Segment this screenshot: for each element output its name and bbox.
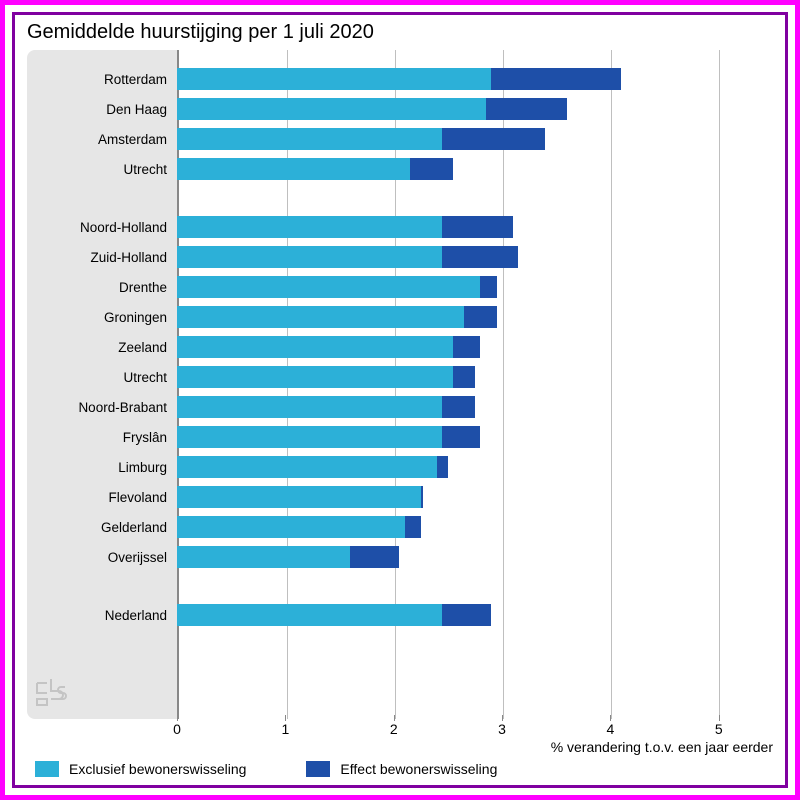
inner-frame: Gemiddelde huurstijging per 1 juli 2020 … <box>12 12 788 788</box>
bar-group <box>177 600 773 630</box>
bar-group <box>177 64 773 184</box>
bar-segment-excl <box>177 396 442 418</box>
bar-segment-effect <box>442 426 480 448</box>
x-tick-label: 2 <box>390 721 398 737</box>
bar-row <box>177 212 773 242</box>
bar-row <box>177 392 773 422</box>
bar-segment-excl <box>177 98 486 120</box>
category-label: Groningen <box>27 302 177 332</box>
bar-segment-excl <box>177 516 405 538</box>
bar-row <box>177 272 773 302</box>
bar-row <box>177 452 773 482</box>
bar-segment-effect <box>405 516 421 538</box>
bar-segment-excl <box>177 456 437 478</box>
bar-segment-excl <box>177 366 453 388</box>
bar-segment-effect <box>442 128 545 150</box>
x-tick-label: 3 <box>498 721 506 737</box>
bar-row <box>177 242 773 272</box>
category-label: Drenthe <box>27 272 177 302</box>
bar-segment-effect <box>486 98 567 120</box>
bar-segment-effect <box>464 306 497 328</box>
category-label: Nederland <box>27 600 177 630</box>
bar-segment-excl <box>177 276 480 298</box>
bar-segment-effect <box>350 546 399 568</box>
category-label: Utrecht <box>27 362 177 392</box>
category-label: Rotterdam <box>27 64 177 94</box>
category-label: Utrecht <box>27 154 177 184</box>
bar-row <box>177 482 773 512</box>
bar-row <box>177 542 773 572</box>
bar-segment-effect <box>480 276 496 298</box>
category-label: Zeeland <box>27 332 177 362</box>
bar-segment-excl <box>177 128 442 150</box>
bar-row <box>177 124 773 154</box>
bar-segment-effect <box>442 216 512 238</box>
legend-swatch <box>306 761 330 777</box>
x-axis: % verandering t.o.v. een jaar eerder 012… <box>177 719 773 755</box>
bar-segment-excl <box>177 306 464 328</box>
bar-segment-effect <box>491 68 621 90</box>
category-label: Noord-Brabant <box>27 392 177 422</box>
legend-label: Effect bewonerswisseling <box>340 761 497 777</box>
category-label: Overijssel <box>27 542 177 572</box>
category-label: Fryslân <box>27 422 177 452</box>
bar-segment-effect <box>453 366 475 388</box>
bar-row <box>177 600 773 630</box>
category-label: Flevoland <box>27 482 177 512</box>
x-axis-label: % verandering t.o.v. een jaar eerder <box>551 739 773 755</box>
category-label: Amsterdam <box>27 124 177 154</box>
bar-segment-excl <box>177 336 453 358</box>
label-group: RotterdamDen HaagAmsterdamUtrecht <box>27 64 177 184</box>
bar-row <box>177 64 773 94</box>
bar-segment-excl <box>177 68 491 90</box>
chart-title: Gemiddelde huurstijging per 1 juli 2020 <box>27 21 773 44</box>
bar-group <box>177 212 773 572</box>
bar-row <box>177 94 773 124</box>
outer-frame: Gemiddelde huurstijging per 1 juli 2020 … <box>0 0 800 800</box>
bar-segment-excl <box>177 546 350 568</box>
bar-segment-effect <box>442 396 475 418</box>
label-group: Noord-HollandZuid-HollandDrentheGroninge… <box>27 212 177 572</box>
bar-segment-excl <box>177 158 410 180</box>
legend-item: Exclusief bewonerswisseling <box>35 761 246 777</box>
chart-area: RotterdamDen HaagAmsterdamUtrechtNoord-H… <box>27 50 773 719</box>
bar-segment-effect <box>437 456 448 478</box>
bar-row <box>177 302 773 332</box>
bar-segment-effect <box>442 246 518 268</box>
legend: Exclusief bewonerswisseling Effect bewone… <box>27 761 773 777</box>
bar-segment-excl <box>177 246 442 268</box>
bar-segment-effect <box>442 604 491 626</box>
bar-segment-excl <box>177 426 442 448</box>
bar-row <box>177 332 773 362</box>
cbs-logo <box>35 677 69 711</box>
category-label: Noord-Holland <box>27 212 177 242</box>
category-label: Zuid-Holland <box>27 242 177 272</box>
bar-segment-effect <box>421 486 423 508</box>
legend-item: Effect bewonerswisseling <box>306 761 497 777</box>
category-label: Den Haag <box>27 94 177 124</box>
category-label: Limburg <box>27 452 177 482</box>
category-label: Gelderland <box>27 512 177 542</box>
bar-segment-excl <box>177 604 442 626</box>
bar-segment-excl <box>177 486 421 508</box>
bars-layer <box>177 50 773 719</box>
bar-row <box>177 512 773 542</box>
bar-row <box>177 362 773 392</box>
x-tick-label: 0 <box>173 721 181 737</box>
bar-segment-excl <box>177 216 442 238</box>
bar-segment-effect <box>453 336 480 358</box>
bar-segment-effect <box>410 158 453 180</box>
label-group: Nederland <box>27 600 177 630</box>
x-tick-label: 1 <box>281 721 289 737</box>
bar-row <box>177 154 773 184</box>
legend-label: Exclusief bewonerswisseling <box>69 761 246 777</box>
y-labels-panel: RotterdamDen HaagAmsterdamUtrechtNoord-H… <box>27 50 177 719</box>
x-tick-label: 4 <box>607 721 615 737</box>
legend-swatch <box>35 761 59 777</box>
bar-row <box>177 422 773 452</box>
x-tick-label: 5 <box>715 721 723 737</box>
